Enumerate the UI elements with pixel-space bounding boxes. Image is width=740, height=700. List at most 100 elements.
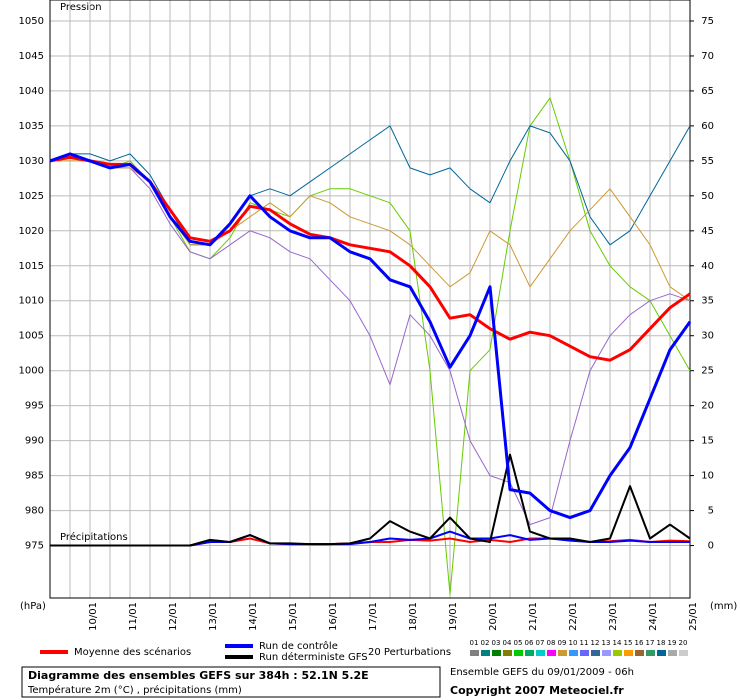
legend-member-swatch	[492, 650, 501, 656]
x-tick-label: 11/01	[128, 602, 139, 631]
x-tick-label: 20/01	[488, 602, 499, 631]
legend-member-swatch	[558, 650, 567, 656]
perturbation-line	[49, 153, 691, 526]
y2-tick-label: 45	[701, 226, 714, 237]
chart-subtitle: Température 2m (°C) , précipitations (mm…	[27, 684, 242, 696]
legend-member-label: 04	[503, 639, 512, 647]
y-tick-label: 995	[25, 401, 44, 412]
y-tick-label: 1025	[19, 191, 44, 202]
legend-member-label: 02	[481, 639, 490, 647]
y-tick-label: 1045	[19, 51, 44, 62]
x-tick-label: 10/01	[88, 602, 99, 631]
x-tick-label: 25/01	[688, 602, 699, 631]
legend-member-label: 11	[580, 639, 589, 647]
y-tick-label: 1005	[19, 331, 44, 342]
run-info: Ensemble GEFS du 09/01/2009 - 06h	[450, 667, 634, 678]
legend-member-label: 13	[602, 639, 611, 647]
x-tick-label: 12/01	[168, 602, 179, 631]
legend-member-label: 14	[613, 639, 622, 647]
legend-member-swatch	[547, 650, 556, 656]
y2-tick-label: 15	[701, 436, 714, 447]
legend-label: Run de contrôle	[259, 640, 338, 652]
x-tick-label: 16/01	[328, 602, 339, 631]
y2-tick-label: 5	[708, 506, 714, 517]
legend-member-swatch	[657, 650, 666, 656]
legend-member-label: 18	[657, 639, 666, 647]
legend-member-label: 01	[470, 639, 479, 647]
legend-member-label: 09	[558, 639, 567, 647]
legend-member-label: 16	[635, 639, 644, 647]
y2-tick-label: 40	[701, 261, 714, 272]
y-tick-label: 1015	[19, 261, 44, 272]
chart-title: Diagramme des ensembles GEFS sur 384h : …	[28, 669, 369, 682]
x-tick-label: 19/01	[448, 602, 459, 631]
y-unit: (hPa)	[20, 601, 46, 612]
y-tick-label: 1000	[19, 366, 44, 377]
legend-member-swatch	[602, 650, 611, 656]
legend-label: Run déterministe GFS	[259, 651, 368, 663]
legend-member-swatch	[624, 650, 633, 656]
y2-tick-label: 75	[701, 16, 714, 27]
legend-member-swatch	[613, 650, 622, 656]
x-tick-label: 17/01	[368, 602, 379, 631]
legend-label: 20 Perturbations	[368, 647, 451, 658]
legend-member-swatch	[514, 650, 523, 656]
x-tick-label: 23/01	[608, 602, 619, 631]
legend-member-label: 05	[514, 639, 523, 647]
y2-tick-label: 55	[701, 156, 714, 167]
title-box	[21, 666, 441, 698]
copyright: Copyright 2007 Meteociel.fr	[450, 684, 624, 697]
y2-tick-label: 60	[701, 121, 714, 132]
legend-member-swatch	[536, 650, 545, 656]
x-tick-label: 22/01	[568, 602, 579, 631]
legend-member-swatch	[525, 650, 534, 656]
legend-member-label: 03	[492, 639, 501, 647]
legend-member-label: 15	[624, 639, 633, 647]
y-tick-label: 975	[25, 541, 44, 552]
legend-label: Moyenne des scénarios	[74, 646, 191, 658]
y-tick-label: 1035	[19, 121, 44, 132]
y2-tick-label: 10	[701, 471, 714, 482]
y-tick-label: 1010	[19, 296, 44, 307]
x-tick-label: 13/01	[208, 602, 219, 631]
y2-axis-title: Précipitations	[60, 531, 128, 543]
legend-member-label: 17	[646, 639, 655, 647]
y2-unit: (mm)	[710, 601, 737, 612]
precip-line	[50, 453, 691, 547]
y2-tick-label: 65	[701, 86, 714, 97]
y2-tick-label: 30	[701, 331, 714, 342]
legend-member-swatch	[580, 650, 589, 656]
perturbation-line	[49, 125, 691, 246]
x-tick-label: 15/01	[288, 602, 299, 631]
y-tick-label: 990	[25, 436, 44, 447]
legend-member-label: 19	[668, 639, 677, 647]
legend-member-label: 12	[591, 639, 600, 647]
legend-member-label: 08	[547, 639, 556, 647]
y-tick-label: 1050	[19, 16, 44, 27]
x-tick-label: 24/01	[648, 602, 659, 631]
y-axis-title: Pression	[60, 2, 102, 13]
y2-tick-label: 0	[708, 541, 714, 552]
legend-member-swatch	[591, 650, 600, 656]
x-tick-label: 21/01	[528, 602, 539, 631]
y2-tick-label: 35	[701, 296, 714, 307]
y2-tick-label: 20	[701, 401, 714, 412]
x-tick-label: 18/01	[408, 602, 419, 631]
legend-member-swatch	[503, 650, 512, 656]
y-tick-label: 1040	[19, 86, 44, 97]
pressure-line	[49, 152, 692, 520]
legend-member-swatch	[635, 650, 644, 656]
plot-frame	[49, 0, 691, 599]
legend-member-label: 20	[679, 639, 688, 647]
legend-member-label: 10	[569, 639, 578, 647]
legend-member-swatch	[569, 650, 578, 656]
y2-tick-label: 50	[701, 191, 714, 202]
y-tick-label: 1020	[19, 226, 44, 237]
legend-member-swatch	[668, 650, 677, 656]
legend-member-swatch	[481, 650, 490, 656]
y2-tick-label: 25	[701, 366, 714, 377]
legend-member-label: 07	[536, 639, 545, 647]
legend-member-swatch	[470, 650, 479, 656]
legend-member-swatch	[679, 650, 688, 656]
